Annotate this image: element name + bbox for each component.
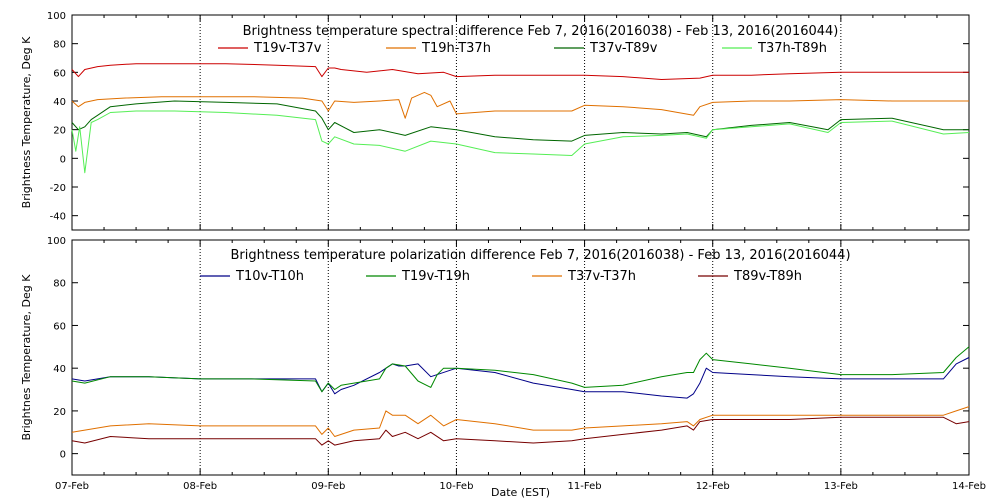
y-tick-label: 60 (53, 321, 66, 332)
chart-title: Brightness temperature polarization diff… (230, 248, 850, 263)
series-line-t19h-t37h (71, 91, 969, 119)
chart-title: Brightness temperature spectral differen… (243, 24, 839, 39)
legend-label: T89v-T89h (733, 269, 802, 284)
chart-panel-2: 0 20 40 60 80 100 07-Feb 08-Feb 09-Feb 10-Feb 11-F… (20, 236, 986, 499)
plot-frame (71, 14, 970, 231)
y-tick-label: -40 (50, 212, 66, 223)
y-axis-title: Brightness Temperature, Deg K (20, 36, 33, 208)
legend-label: T19v-T19h (401, 269, 470, 284)
series-line-t19v-t37v (71, 63, 969, 80)
y-tick-label: 80 (53, 279, 66, 290)
x-tick-label: 07-Feb (55, 481, 89, 492)
x-tick-label: 11-Feb (568, 481, 602, 492)
series-line-t19v-t19h (71, 346, 970, 393)
y-tick-label: 0 (60, 450, 66, 461)
x-tick-label: 13-Feb (824, 481, 858, 492)
y-tick-label: 20 (53, 407, 66, 418)
x-tick-label: 10-Feb (439, 481, 473, 492)
series-line-t37h-t89h (71, 110, 970, 174)
y-axis-title: Brightnes Temperature, Deg K (20, 274, 33, 441)
series-line-t37v-t37h (71, 406, 970, 437)
x-tick-label: 09-Feb (311, 481, 345, 492)
y-tick-label: 20 (53, 126, 66, 137)
series-line-t10v-t10h (71, 357, 970, 399)
series-line-t37v-t89v (71, 100, 969, 142)
legend-label: T37h-T89h (757, 41, 827, 56)
y-tick-label: 100 (47, 236, 66, 247)
y-tick-label: -20 (50, 183, 66, 194)
x-axis-title: Date (EST) (491, 486, 550, 499)
x-tick-label: 14-Feb (952, 481, 986, 492)
y-tick-label: 40 (53, 97, 66, 108)
y-tick-label: 60 (53, 68, 66, 79)
chart-panel-1: -40 -20 0 20 40 60 80 100 Brightness temperature… (20, 11, 970, 231)
legend-label: T19v-T37v (253, 41, 322, 56)
y-tick-label: 40 (53, 364, 66, 375)
y-tick-label: 100 (47, 11, 66, 22)
plot-frame (71, 239, 970, 476)
x-tick-label: 12-Feb (696, 481, 730, 492)
legend-label: T10v-T10h (235, 269, 304, 284)
y-tick-label: 80 (53, 40, 66, 51)
series-line-t89v-t89h (71, 416, 970, 446)
x-tick-label: 08-Feb (183, 481, 217, 492)
legend-label: T37v-T37h (567, 269, 636, 284)
legend-label: T19h-T37h (421, 41, 491, 56)
legend-label: T37v-T89v (589, 41, 658, 56)
y-tick-label: 0 (60, 154, 66, 165)
